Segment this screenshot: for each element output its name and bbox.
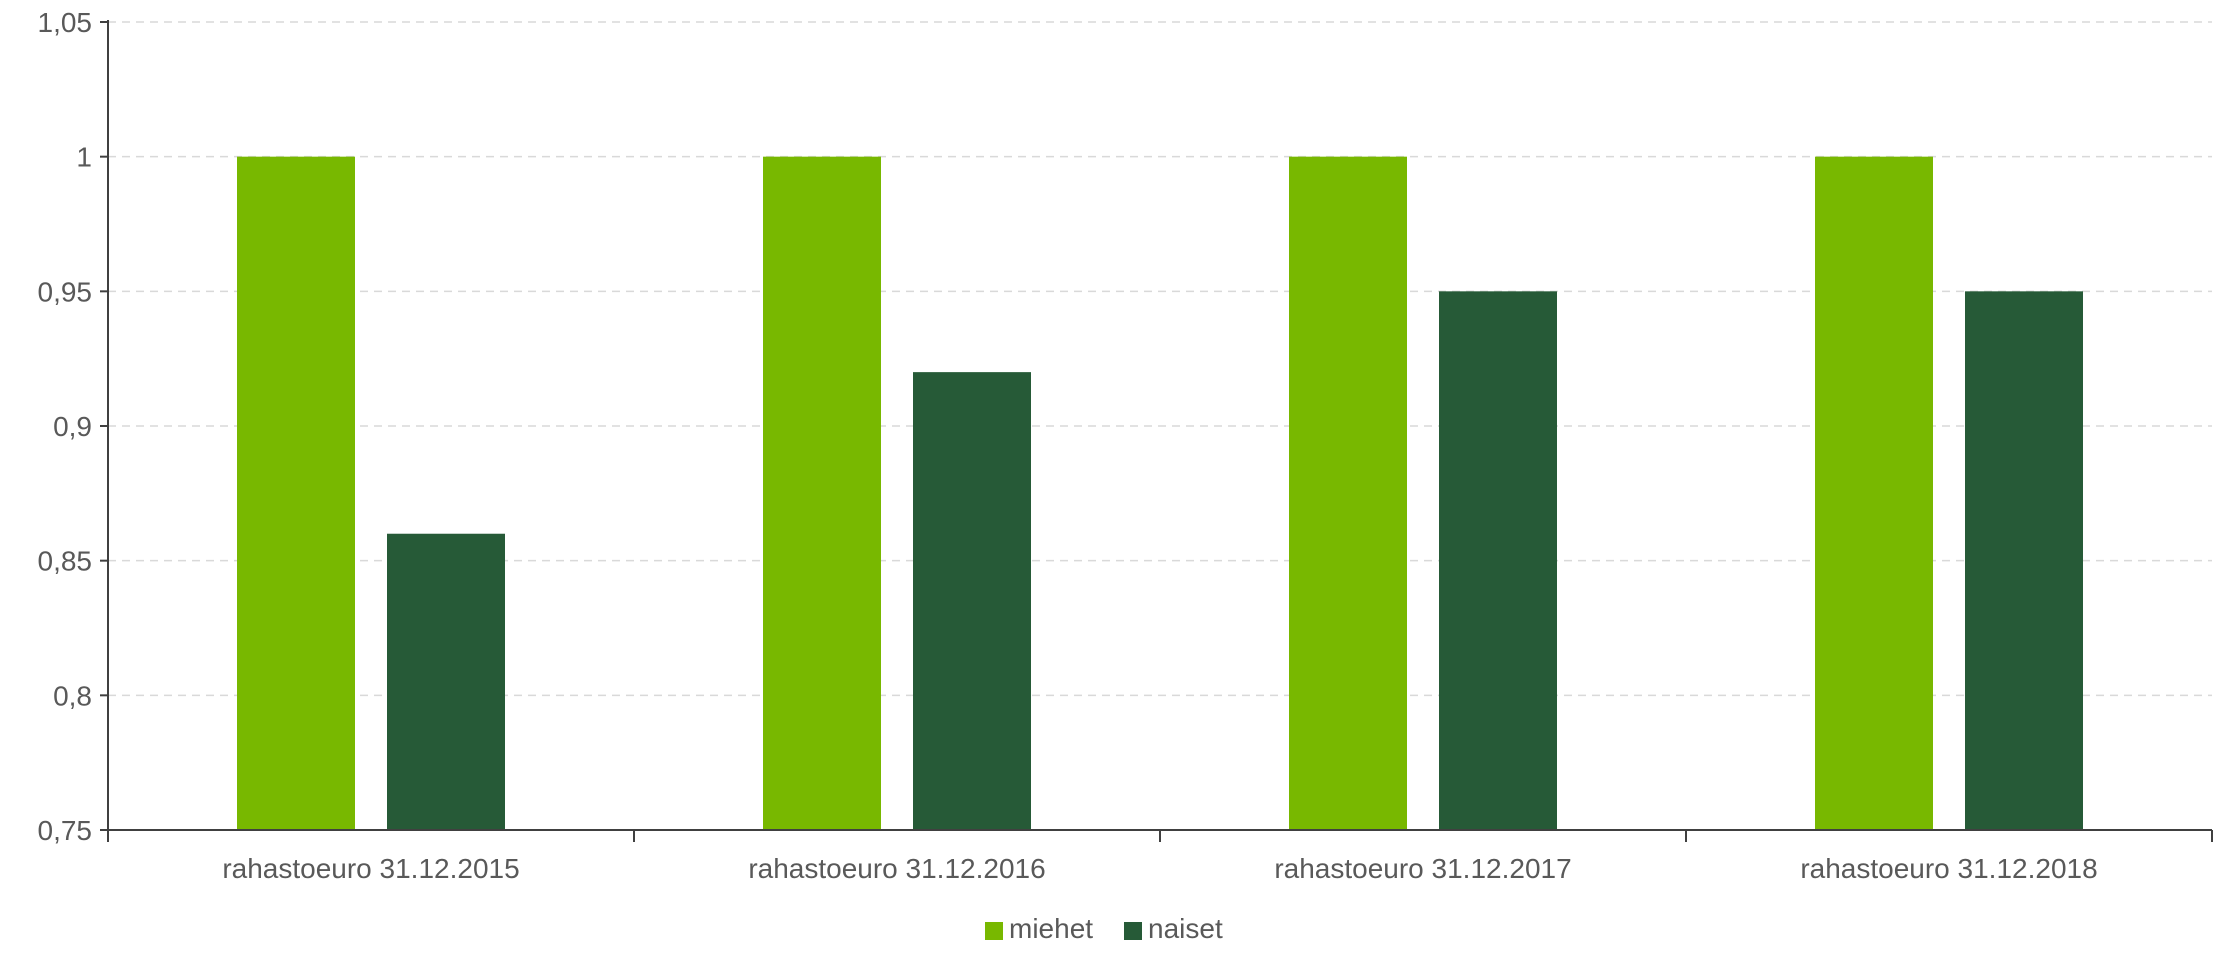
x-tick-label: rahastoeuro 31.12.2016 xyxy=(748,853,1045,884)
axes xyxy=(100,20,2213,842)
y-tick-label: 0,9 xyxy=(53,411,92,442)
x-axis-tick-labels: rahastoeuro 31.12.2015 rahastoeuro 31.12.… xyxy=(222,853,2097,884)
y-axis-tick-labels: 0,75 0,8 0,85 0,9 0,95 1 1,05 xyxy=(38,7,93,846)
bar-naiset-4 xyxy=(1965,291,2083,830)
y-tick-label: 0,75 xyxy=(38,815,93,846)
bars xyxy=(237,156,2083,830)
y-tick-label: 0,95 xyxy=(38,276,93,307)
x-tick-label: rahastoeuro 31.12.2015 xyxy=(222,853,519,884)
legend-label-miehet: miehet xyxy=(1009,913,1093,944)
bar-naiset-2 xyxy=(913,372,1031,830)
y-tick-label: 1,05 xyxy=(38,7,93,38)
bar-naiset-3 xyxy=(1439,291,1557,830)
y-tick-label: 1 xyxy=(76,142,92,173)
bar-miehet-1 xyxy=(237,156,355,830)
y-tick-label: 0,8 xyxy=(53,680,92,711)
legend-label-naiset: naiset xyxy=(1148,913,1223,944)
legend: miehet naiset xyxy=(985,913,1223,944)
bar-miehet-4 xyxy=(1815,156,1933,830)
bar-miehet-2 xyxy=(763,156,881,830)
y-tick-label: 0,85 xyxy=(38,546,93,577)
legend-swatch-miehet xyxy=(985,922,1003,940)
x-tick-label: rahastoeuro 31.12.2017 xyxy=(1274,853,1571,884)
bar-miehet-3 xyxy=(1289,156,1407,830)
x-tick-label: rahastoeuro 31.12.2018 xyxy=(1800,853,2097,884)
legend-swatch-naiset xyxy=(1124,922,1142,940)
bar-naiset-1 xyxy=(387,533,505,830)
